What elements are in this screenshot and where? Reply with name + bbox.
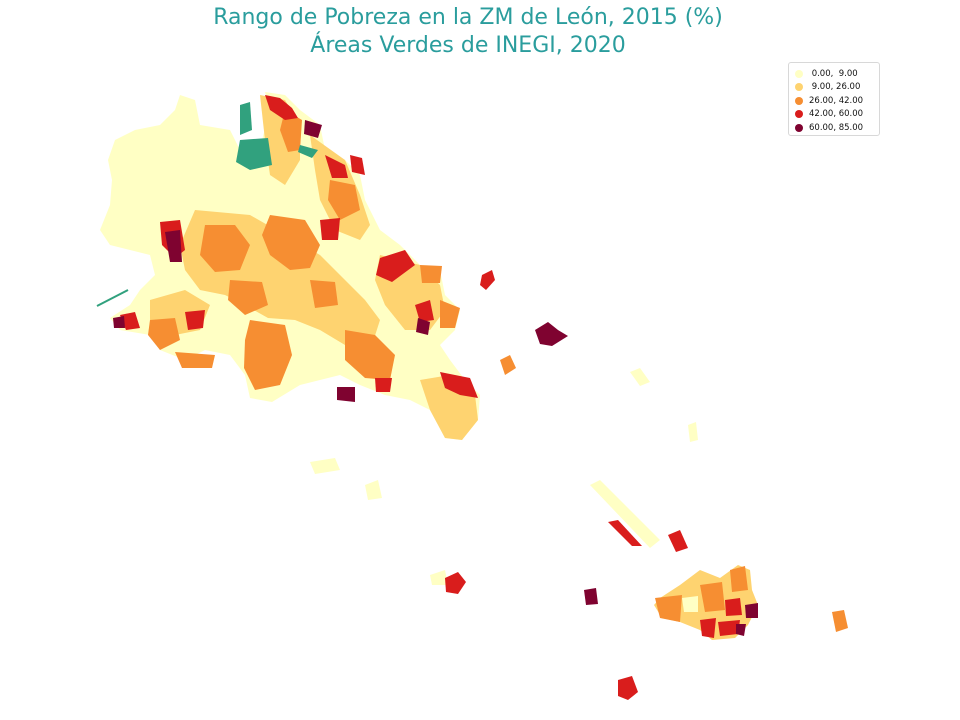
locality-class3 xyxy=(445,572,466,594)
legend-marker xyxy=(795,123,803,132)
legend-marker xyxy=(795,83,803,92)
region-class2 xyxy=(175,352,215,368)
region-class2 xyxy=(310,280,338,308)
legend-label: 42.00, 60.00 xyxy=(809,109,864,120)
locality-class3 xyxy=(480,270,495,290)
locality-class0 xyxy=(590,480,660,548)
region-class2 xyxy=(328,180,360,220)
map-title: Rango de Pobreza en la ZM de León, 2015 … xyxy=(0,4,936,60)
legend-marker xyxy=(795,96,803,105)
region-class2 xyxy=(655,595,682,622)
region-class2 xyxy=(228,280,268,315)
locality-class0 xyxy=(430,570,448,585)
legend-label: 60.00, 85.00 xyxy=(809,122,864,133)
region-class2 xyxy=(345,330,395,380)
legend-item: 26.00, 42.00 xyxy=(795,94,879,108)
region-class2 xyxy=(200,225,250,272)
region-class3 xyxy=(325,155,348,178)
locality-class0 xyxy=(630,368,650,386)
region-class2 xyxy=(700,582,725,612)
map-title-line1: Rango de Pobreza en la ZM de León, 2015 … xyxy=(213,5,723,30)
region-class4 xyxy=(745,603,758,618)
region-class4 xyxy=(113,316,125,328)
region-class4 xyxy=(337,387,355,402)
region-class3 xyxy=(415,300,434,322)
leon-urban-area xyxy=(96,92,480,440)
green-area xyxy=(240,102,252,135)
region-class3 xyxy=(440,372,478,398)
region-class3 xyxy=(265,95,298,120)
outlying-localities xyxy=(310,270,848,700)
locality-class3 xyxy=(618,676,638,700)
silao-urban-area xyxy=(654,565,758,640)
region-class2 xyxy=(280,110,302,152)
region-class3 xyxy=(725,598,742,616)
region-class3 xyxy=(120,312,140,330)
region-class2 xyxy=(420,265,442,283)
region-class3 xyxy=(320,218,340,240)
region-class2 xyxy=(148,318,180,350)
region-class4 xyxy=(304,120,322,138)
green-area xyxy=(236,138,272,170)
map-title-line2: Áreas Verdes de INEGI, 2020 xyxy=(310,33,626,58)
legend-item: 42.00, 60.00 xyxy=(795,108,879,122)
region-class3 xyxy=(185,310,205,330)
locality-class2 xyxy=(500,355,516,375)
map-legend: 0.00, 9.00 9.00, 26.00 26.00, 42.00 42.0… xyxy=(788,62,880,136)
region-class2 xyxy=(440,300,460,328)
legend-label: 9.00, 26.00 xyxy=(809,82,861,93)
region-class4 xyxy=(736,624,746,636)
locality-class0 xyxy=(365,480,382,500)
legend-marker xyxy=(795,69,803,78)
legend-item: 0.00, 9.00 xyxy=(795,67,879,81)
region-class3 xyxy=(375,378,392,392)
locality-class4 xyxy=(584,588,598,605)
locality-class4 xyxy=(535,322,568,346)
region-class3 xyxy=(718,620,740,636)
region-class3 xyxy=(376,250,415,282)
legend-label: 0.00, 9.00 xyxy=(809,68,858,79)
locality-class2 xyxy=(832,610,848,632)
region-class3 xyxy=(350,155,365,175)
region-class2 xyxy=(262,215,320,270)
legend-item: 9.00, 26.00 xyxy=(795,81,879,95)
locality-class0 xyxy=(310,458,340,474)
locality-class3 xyxy=(608,520,642,546)
region-class3 xyxy=(700,618,716,638)
locality-class0 xyxy=(688,422,698,442)
locality-class3 xyxy=(668,530,688,552)
legend-item: 60.00, 85.00 xyxy=(795,121,879,135)
region-class2 xyxy=(244,320,292,390)
green-area xyxy=(298,145,318,158)
region-class4 xyxy=(416,318,430,335)
legend-label: 26.00, 42.00 xyxy=(809,95,864,106)
region-class4 xyxy=(165,230,182,262)
legend-marker xyxy=(795,110,803,119)
green-corridor xyxy=(96,289,129,307)
region-class0 xyxy=(682,596,698,612)
region-class2 xyxy=(730,566,748,592)
